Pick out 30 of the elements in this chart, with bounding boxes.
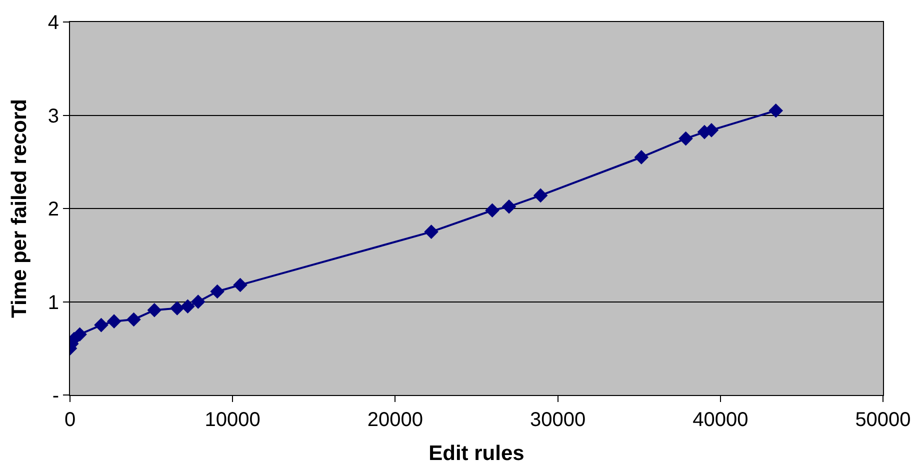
point [634,150,649,164]
point [233,278,248,292]
x-tick-label: 10000 [204,409,260,431]
y-tick-label: - [52,385,59,407]
x-tick-label: 40000 [692,409,748,431]
y-tick-label: 1 [48,292,59,314]
point [768,103,783,118]
x-tick-label: 30000 [530,409,586,431]
y-tick-label: 4 [48,12,59,34]
y-tick-label: 2 [48,198,59,220]
point [533,188,548,203]
point [180,299,195,314]
point [106,314,122,328]
point [147,302,162,318]
point [424,224,438,239]
x-tick-label: 0 [64,409,76,431]
y-axis-title: Time per failed record [8,98,32,318]
point [485,203,500,218]
point [72,327,87,342]
point [210,284,224,299]
point [170,301,184,316]
point [126,312,141,327]
point [502,199,516,214]
y-tick-label: 3 [48,105,59,128]
x-tick-label: 20000 [367,409,424,431]
x-tick-label: 50000 [855,409,911,431]
point [190,294,206,309]
point [678,131,693,146]
point [94,318,108,332]
x-axis-title: Edit rules [428,442,524,466]
